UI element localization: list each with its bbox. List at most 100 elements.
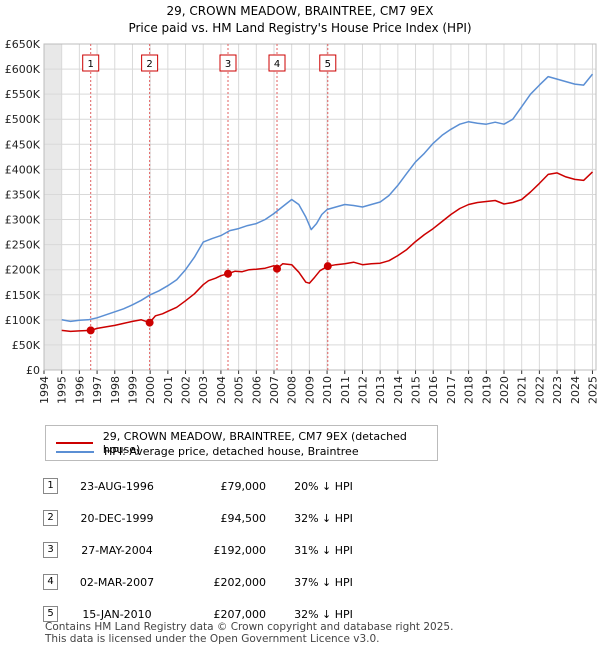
sale-marker-box [319,54,337,72]
y-tick-label: £0 [26,364,40,377]
footer-copyright: Contains HM Land Registry data © Crown c… [45,621,454,633]
table-row: 2 20-DEC-1999 £94,500 32% ↓ HPI [42,502,381,534]
x-tick-label: 2023 [551,376,564,404]
sale-marker-label: 3 [225,59,231,70]
sale-marker-label: 5 [325,59,331,70]
x-tick-label: 2017 [445,376,458,404]
sale-point [323,262,332,271]
table-row: 5 15-JAN-2010 £207,000 32% ↓ HPI [42,598,381,630]
chart-subtitle: Price paid vs. HM Land Registry's House … [128,21,472,35]
table-row: 4 02-MAR-2007 £202,000 37% ↓ HPI [42,566,381,598]
x-tick-label: 2005 [233,376,246,404]
sale-marker-box [141,54,159,72]
x-tick-label: 1998 [109,376,122,404]
x-tick-label: 2016 [427,376,440,404]
x-tick-label: 2010 [321,376,334,404]
sale-hpi-diff: 37% ↓ HPI [294,575,353,589]
legend-item-property: 29, CROWN MEADOW, BRAINTREE, CM7 9EX (de… [56,430,437,456]
plot-frame [43,43,597,371]
x-tick-label: 1999 [126,376,139,404]
x-tick-label: 2019 [480,376,493,404]
sale-number-badge: 1 [43,478,58,494]
legend-swatch-property [56,442,93,444]
table-row: 3 27-MAY-2004 £192,000 31% ↓ HPI [42,534,381,566]
y-tick-label: £350K [5,188,41,201]
x-tick-label: 2009 [303,376,316,404]
y-tick-label: £250K [5,239,41,252]
y-tick-label: £100K [5,314,41,327]
x-tick-label: 2020 [498,376,511,404]
legend-item-hpi: HPI: Average price, detached house, Brai… [56,445,359,458]
x-tick-label: 2011 [339,376,352,404]
sale-date: 23-AUG-1996 [80,479,154,493]
sale-price: £79,000 [220,479,267,493]
legend-swatch-hpi [56,450,94,453]
x-tick-label: 2025 [586,376,599,404]
legend-label-hpi: HPI: Average price, detached house, Brai… [104,445,359,458]
x-tick-label: 2021 [516,376,529,404]
property-price-line [61,171,594,333]
sale-price: £94,500 [220,511,267,525]
x-tick-label: 2012 [356,376,369,404]
x-tick-label: 2007 [268,376,281,404]
x-tick-label: 2004 [215,376,228,404]
sale-date: 27-MAY-2004 [81,543,153,557]
sale-marker-label: 1 [88,59,94,70]
sale-number-badge: 4 [43,574,58,590]
x-tick-label: 1996 [73,376,86,404]
sale-price: £192,000 [213,543,267,557]
plot-area [44,44,596,370]
sale-marker-box [82,54,100,72]
x-tick-label: 2006 [250,376,263,404]
x-tick-label: 2013 [374,376,387,404]
sale-date: 02-MAR-2007 [79,575,155,589]
x-tick-label: 2003 [197,376,210,404]
sale-hpi-diff: 32% ↓ HPI [294,511,353,525]
shaded-region [44,44,62,370]
y-tick-label: £600K [5,63,41,76]
sale-date: 20-DEC-1999 [80,511,154,525]
x-tick-label: 2022 [533,376,546,404]
y-tick-label: £650K [5,38,41,51]
x-tick-label: 1994 [38,376,51,404]
x-tick-label: 2015 [410,376,423,404]
y-tick-label: £150K [5,289,41,302]
price-chart: £0 £50K £100K £150K £200K £250K £300K £350K £400… [5,38,600,404]
y-tick-label: £550K [5,88,41,101]
x-tick-label: 2008 [286,376,299,404]
legend: 29, CROWN MEADOW, BRAINTREE, CM7 9EX (de… [45,425,438,461]
sale-date: 15-JAN-2010 [82,607,152,621]
footer: Contains HM Land Registry data © Crown c… [45,621,453,645]
y-tick-label: £400K [5,163,41,176]
x-tick-label: 2000 [144,376,157,404]
hpi-line [61,73,594,323]
x-tick-label: 2001 [162,376,175,404]
x-tick-label: 1995 [56,376,69,404]
sale-price: £202,000 [213,575,267,589]
y-tick-label: £200K [5,264,41,277]
table-row: 1 23-AUG-1996 £79,000 20% ↓ HPI [42,470,381,502]
sale-marker-label: 4 [274,59,280,70]
y-tick-label: £500K [5,113,41,126]
sale-hpi-diff: 31% ↓ HPI [294,543,353,557]
y-tick-label: £50K [12,339,41,352]
footer-license: This data is licensed under the Open Gov… [45,633,380,645]
sale-number-badge: 3 [43,542,58,558]
sale-number-badge: 5 [43,606,58,622]
x-tick-label: 2002 [180,376,193,404]
y-tick-label: £300K [5,214,41,227]
sale-hpi-diff: 32% ↓ HPI [294,607,353,621]
x-tick-label: 1997 [91,376,104,404]
x-tick-label: 2024 [569,376,582,404]
x-tick-label: 2018 [463,376,476,404]
sale-number-badge: 2 [43,510,58,526]
sale-point [224,269,232,278]
legend-label-property: 29, CROWN MEADOW, BRAINTREE, CM7 9EX (de… [102,430,407,456]
sale-marker-box [219,54,237,72]
sale-point [86,326,95,335]
chart-title: 29, CROWN MEADOW, BRAINTREE, CM7 9EX [166,4,434,18]
sales-table: 1 23-AUG-1996 £79,000 20% ↓ HPI 2 20-DEC… [42,470,381,630]
sale-marker-box [268,54,286,72]
x-tick-label: 2014 [392,376,405,404]
sale-point [145,318,154,327]
